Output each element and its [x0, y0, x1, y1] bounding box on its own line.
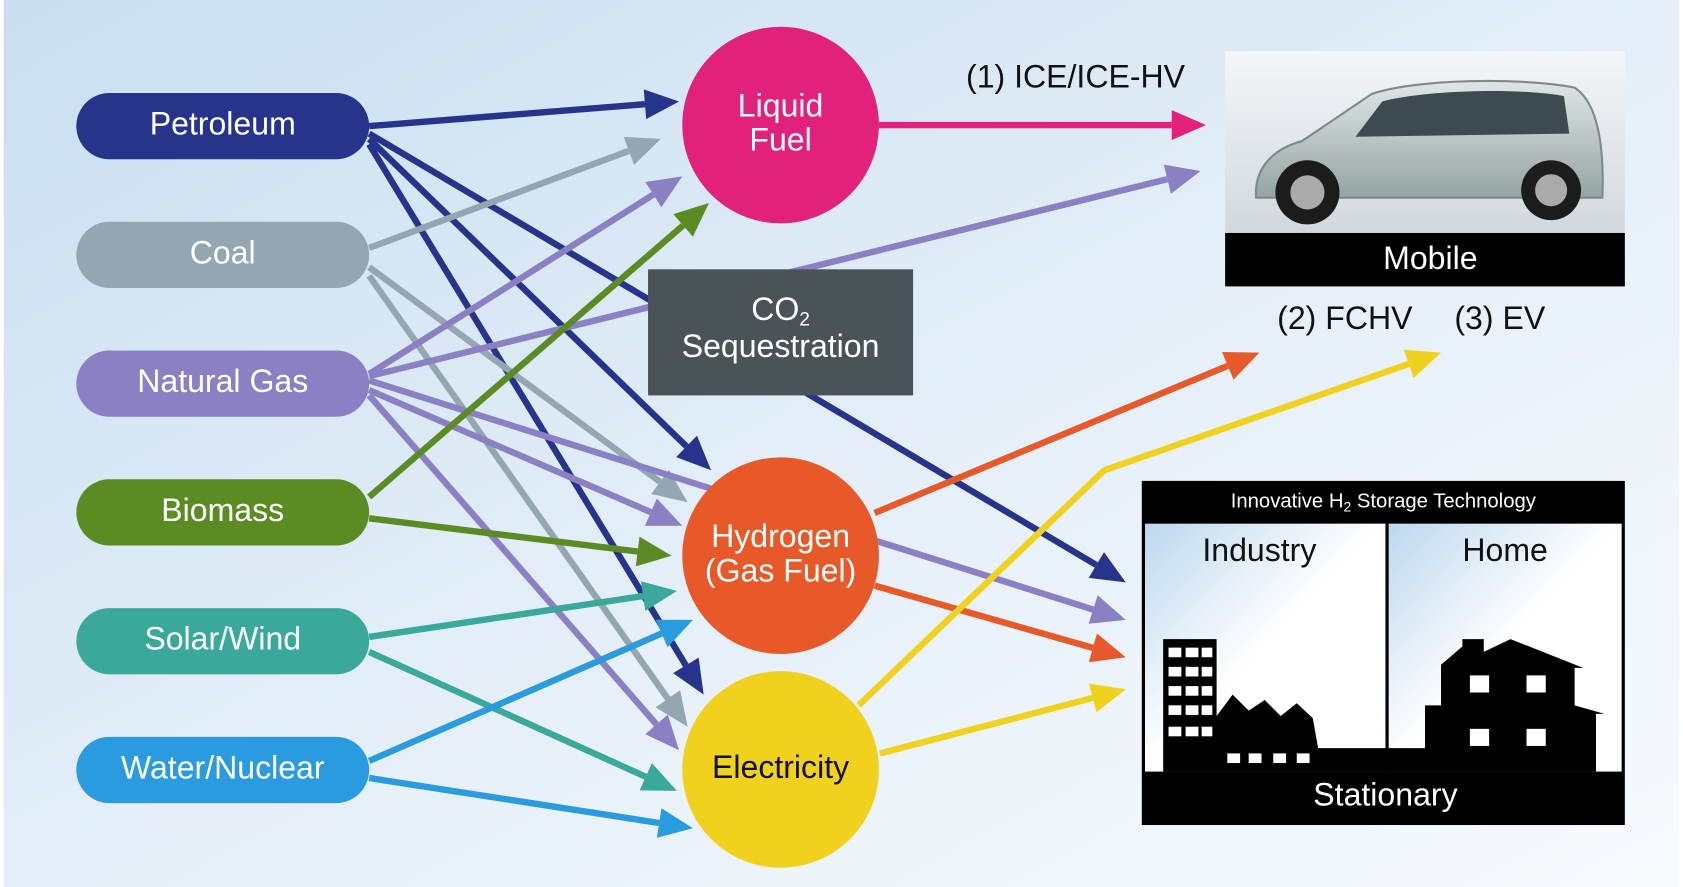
stationary-panel: Innovative H2 Storage Technology Industr… [1142, 481, 1625, 825]
carrier-label: Hydrogen [711, 518, 850, 554]
diagram: Mobile Innovative H2 Storage Technology … [0, 0, 1683, 887]
carrier-label: (Gas Fuel) [705, 552, 856, 588]
source-label: Water/Nuclear [121, 749, 325, 785]
carrier-label: Fuel [749, 122, 811, 158]
route-label: (2) FCHV [1277, 300, 1413, 336]
page: Mobile Innovative H2 Storage Technology … [0, 0, 1683, 887]
mobile-panel: Mobile [1225, 51, 1625, 286]
stationary-header: Innovative H2 Storage Technology [1231, 491, 1537, 515]
car-hub [1535, 174, 1567, 206]
carrier-label: Electricity [712, 749, 849, 785]
car-hub [1290, 175, 1324, 209]
carrier-label: Liquid [738, 87, 824, 123]
source-label: Natural Gas [137, 363, 308, 399]
co2-box: CO2 Sequestration [648, 269, 913, 395]
source-label: Petroleum [150, 106, 296, 142]
route-label: (3) EV [1454, 300, 1545, 336]
source-label: Coal [190, 234, 256, 270]
co2-line2: Sequestration [682, 328, 880, 364]
source-label: Biomass [161, 492, 284, 528]
industry-label: Industry [1202, 532, 1316, 568]
home-label: Home [1462, 532, 1548, 568]
stationary-label: Stationary [1313, 777, 1457, 813]
mobile-label: Mobile [1383, 240, 1477, 276]
route-label: (1) ICE/ICE-HV [966, 59, 1186, 95]
source-label: Solar/Wind [144, 621, 301, 657]
